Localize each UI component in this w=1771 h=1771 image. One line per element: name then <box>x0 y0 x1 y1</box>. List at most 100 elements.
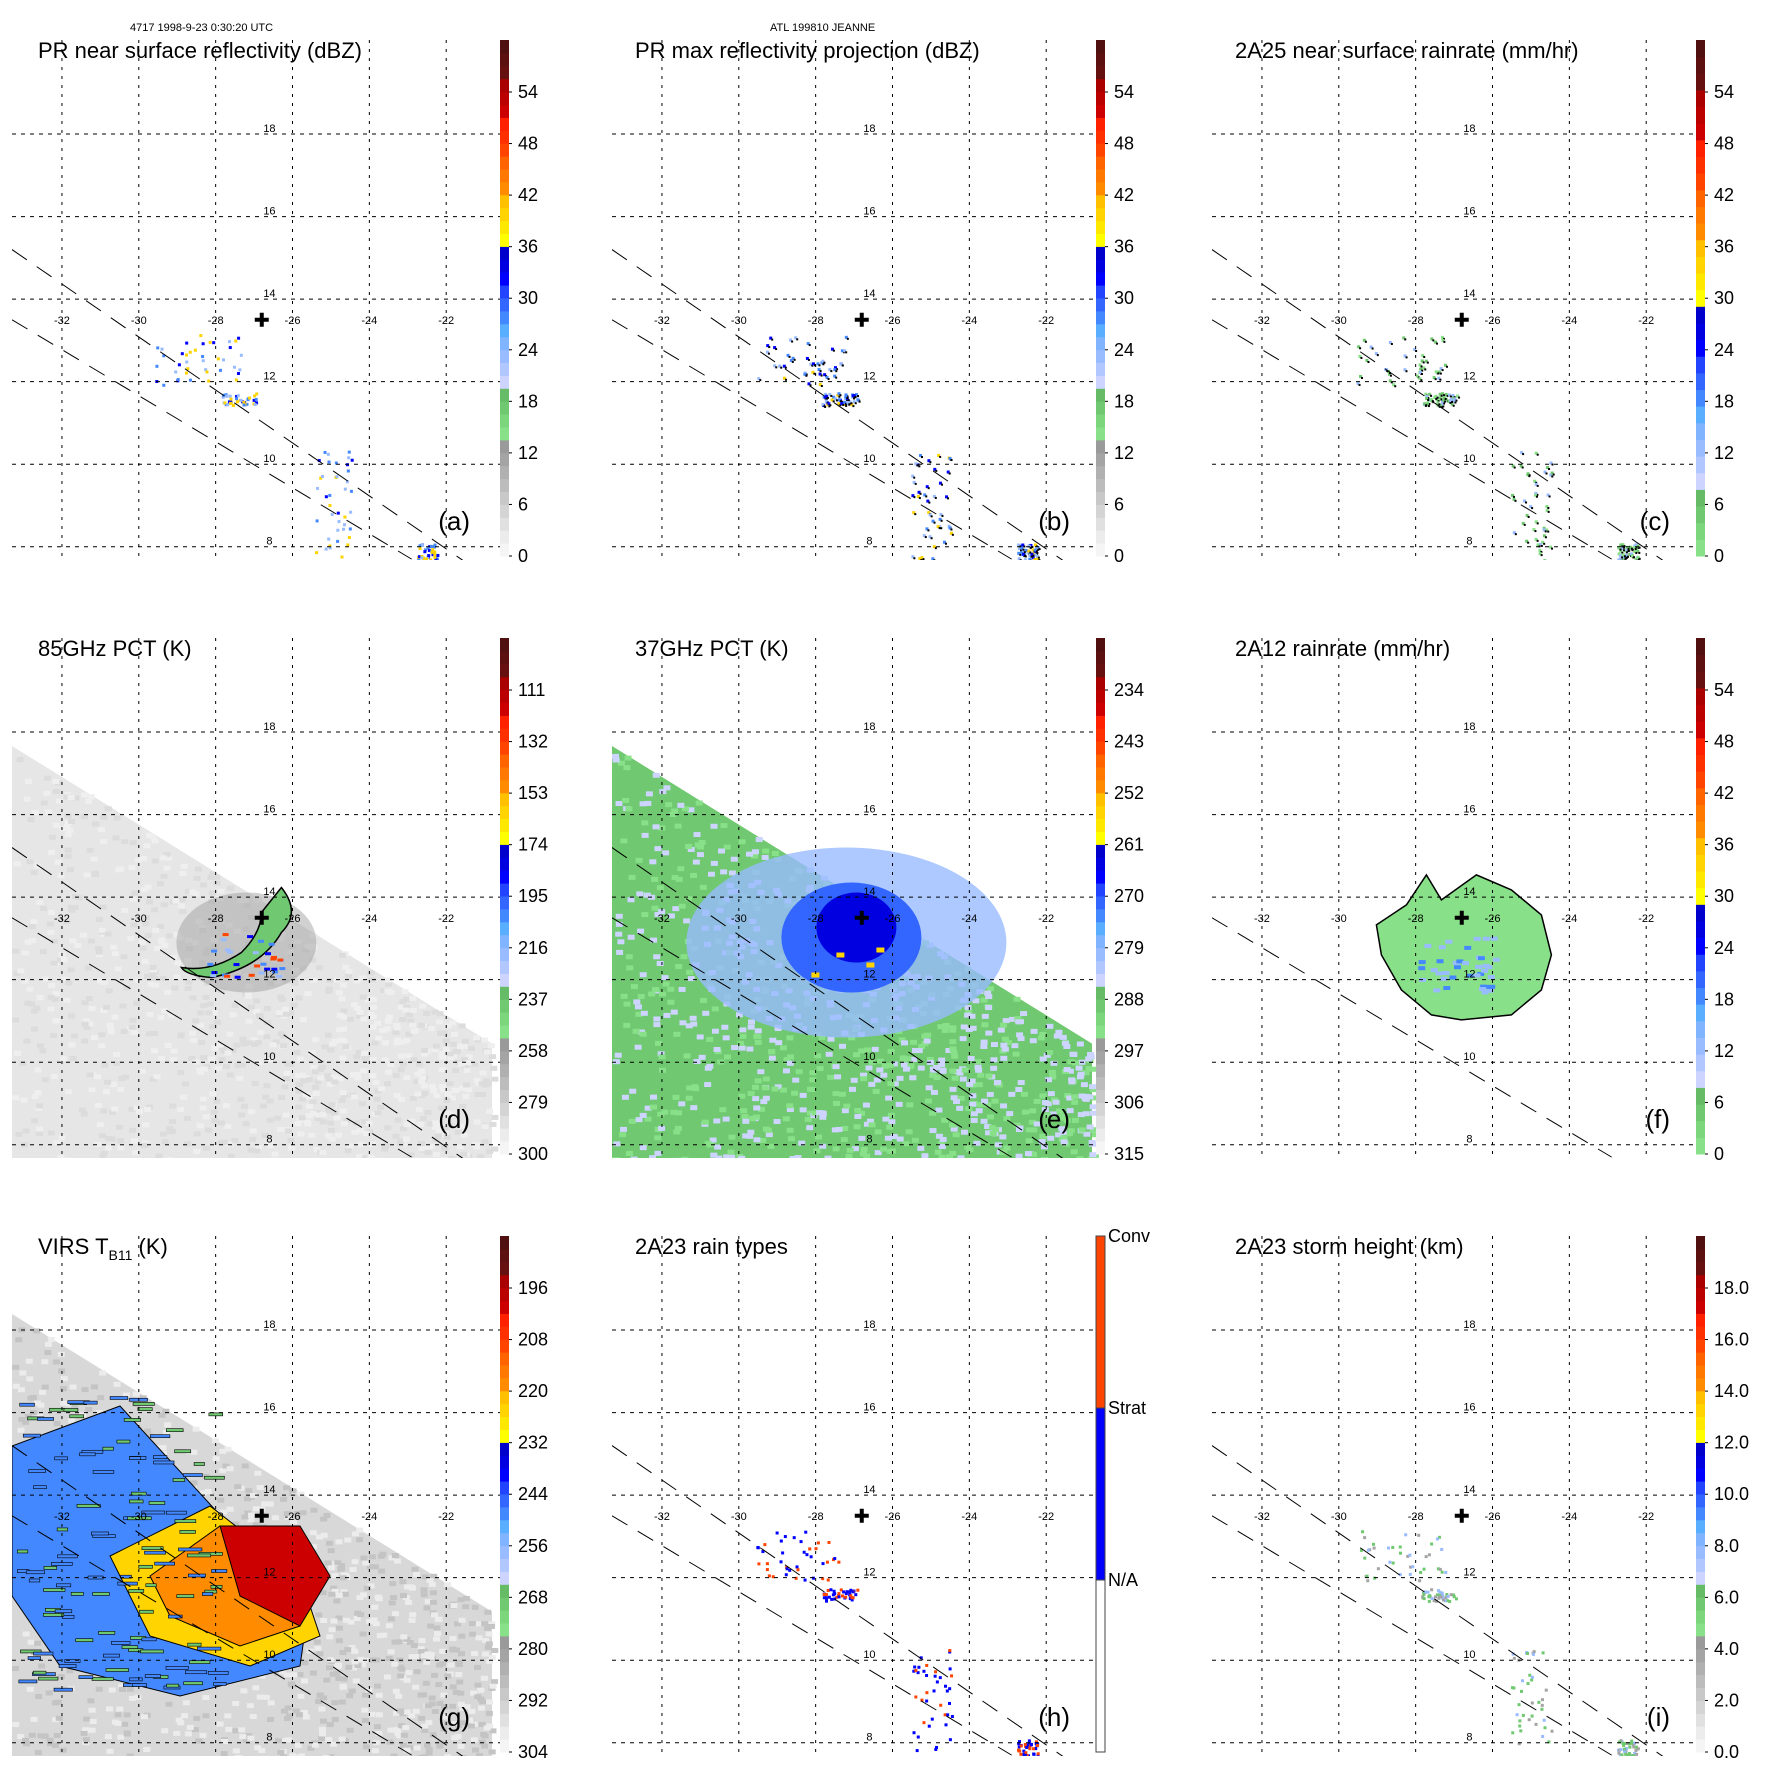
rain-pixel <box>1418 363 1422 367</box>
rain-pixel <box>1020 546 1024 550</box>
colorbar-segment <box>1696 1558 1705 1572</box>
rain-pixel <box>337 520 341 524</box>
rain-pixel <box>1530 1701 1534 1705</box>
swath-pixel <box>19 1370 27 1376</box>
rain-pixel <box>1029 543 1033 547</box>
colorbar-segment <box>1696 73 1705 91</box>
colorbar-segment <box>1696 306 1705 324</box>
swath-pixel <box>385 981 393 987</box>
colorbar-segment <box>1096 91 1105 105</box>
swath-pixel <box>319 1112 327 1118</box>
rain-pixel <box>836 393 840 397</box>
contour-pixel <box>836 399 839 402</box>
contour-pixel <box>1527 515 1530 518</box>
storm-shadow <box>176 892 317 993</box>
cloud-streak <box>178 1547 203 1552</box>
swath-pixel <box>628 1118 636 1124</box>
contour-pixel <box>1547 530 1550 533</box>
swath-pixel <box>339 1575 347 1581</box>
swath-pixel <box>176 935 184 941</box>
swath-pixel <box>35 1105 43 1111</box>
swath-pixel <box>382 1143 390 1149</box>
swath-pixel <box>1089 1084 1097 1090</box>
swath-pixel <box>1071 1094 1079 1100</box>
rain-pixel <box>852 400 856 404</box>
swath-pixel <box>331 1588 339 1594</box>
swath-pixel <box>234 1063 242 1069</box>
swath-pixel <box>100 980 108 986</box>
swath-pixel <box>659 789 667 795</box>
cloud-streak <box>56 1527 69 1532</box>
swath-pixel <box>443 1098 451 1104</box>
cloud-streak <box>165 1665 189 1670</box>
swath-pixel <box>400 1732 408 1738</box>
swath-pixel <box>196 1123 204 1129</box>
swath-pixel <box>255 1144 263 1150</box>
swath-pixel <box>728 1134 736 1140</box>
colorbar-tick-label: 6 <box>1714 494 1724 514</box>
colorbar-segment <box>500 1037 509 1052</box>
rain-pixel <box>1543 470 1547 474</box>
swath-pixel <box>485 1641 493 1647</box>
contour-pixel <box>1623 546 1626 549</box>
swath-pixel <box>307 1745 315 1751</box>
contour-pixel <box>839 404 842 407</box>
swath-pixel <box>152 982 160 988</box>
swath-pixel <box>335 1132 343 1138</box>
swath-pixel <box>984 1102 992 1108</box>
swath-pixel <box>151 1048 159 1054</box>
contour-pixel <box>1386 370 1389 373</box>
rain-pixel <box>238 368 242 372</box>
rain-pixel <box>347 535 351 539</box>
swath-pixel <box>728 870 736 876</box>
rain-pixel <box>1632 546 1636 550</box>
contour-pixel <box>775 348 778 351</box>
cloud-streak <box>141 1637 157 1642</box>
swath-pixel <box>476 1753 484 1756</box>
swath-pixel <box>158 1412 166 1418</box>
plot-area <box>12 1314 499 1756</box>
swath-pixel <box>418 1079 426 1085</box>
swath-pixel <box>34 1750 42 1756</box>
swath-pixel <box>86 847 94 853</box>
colorbar-segment <box>1096 1012 1105 1026</box>
rain-pixel <box>1036 557 1040 560</box>
rain-pixel <box>1369 345 1373 349</box>
colorbar-segment <box>500 715 509 729</box>
swath-pixel <box>713 1118 721 1124</box>
colorbar-segment <box>500 169 509 183</box>
swath-pixel <box>31 1026 39 1032</box>
swath-pixel <box>463 1704 471 1710</box>
swath-pixel <box>489 1683 497 1689</box>
colorbar-tick-label: 30 <box>1714 886 1734 906</box>
swath-pixel <box>133 1105 141 1111</box>
swath-pixel <box>427 1652 435 1658</box>
swath-pixel <box>56 957 64 963</box>
plot-area <box>12 249 464 560</box>
swath-pixel <box>161 1728 169 1734</box>
contour-pixel <box>940 483 943 486</box>
rain-pixel <box>948 1649 952 1653</box>
contour-pixel <box>1371 347 1374 350</box>
swath-pixel <box>381 1146 389 1152</box>
rain-pixel <box>823 392 827 396</box>
swath-pixel <box>67 818 75 824</box>
swath-pixel <box>421 1653 429 1659</box>
swath-pixel <box>707 871 715 877</box>
cloud-streak <box>129 1677 143 1682</box>
colorbar-segment <box>500 349 509 363</box>
contour-pixel <box>1620 559 1623 560</box>
swath-pixel <box>151 858 159 864</box>
rain-pixel <box>343 515 347 519</box>
colorbar-segment <box>500 530 509 544</box>
contour-pixel <box>1638 557 1641 560</box>
rain-pixel <box>934 1670 938 1674</box>
swath-pixel <box>403 1636 411 1642</box>
colorbar: 18.016.014.012.010.08.06.04.02.00.0 <box>1696 1236 1749 1762</box>
swath-pixel <box>313 1639 321 1645</box>
swath-pixel <box>411 1643 419 1649</box>
swath-pixel <box>949 1027 957 1033</box>
colorbar-segment <box>1096 233 1105 247</box>
colorbar-segment <box>500 896 509 910</box>
swath-pixel <box>294 1510 302 1516</box>
